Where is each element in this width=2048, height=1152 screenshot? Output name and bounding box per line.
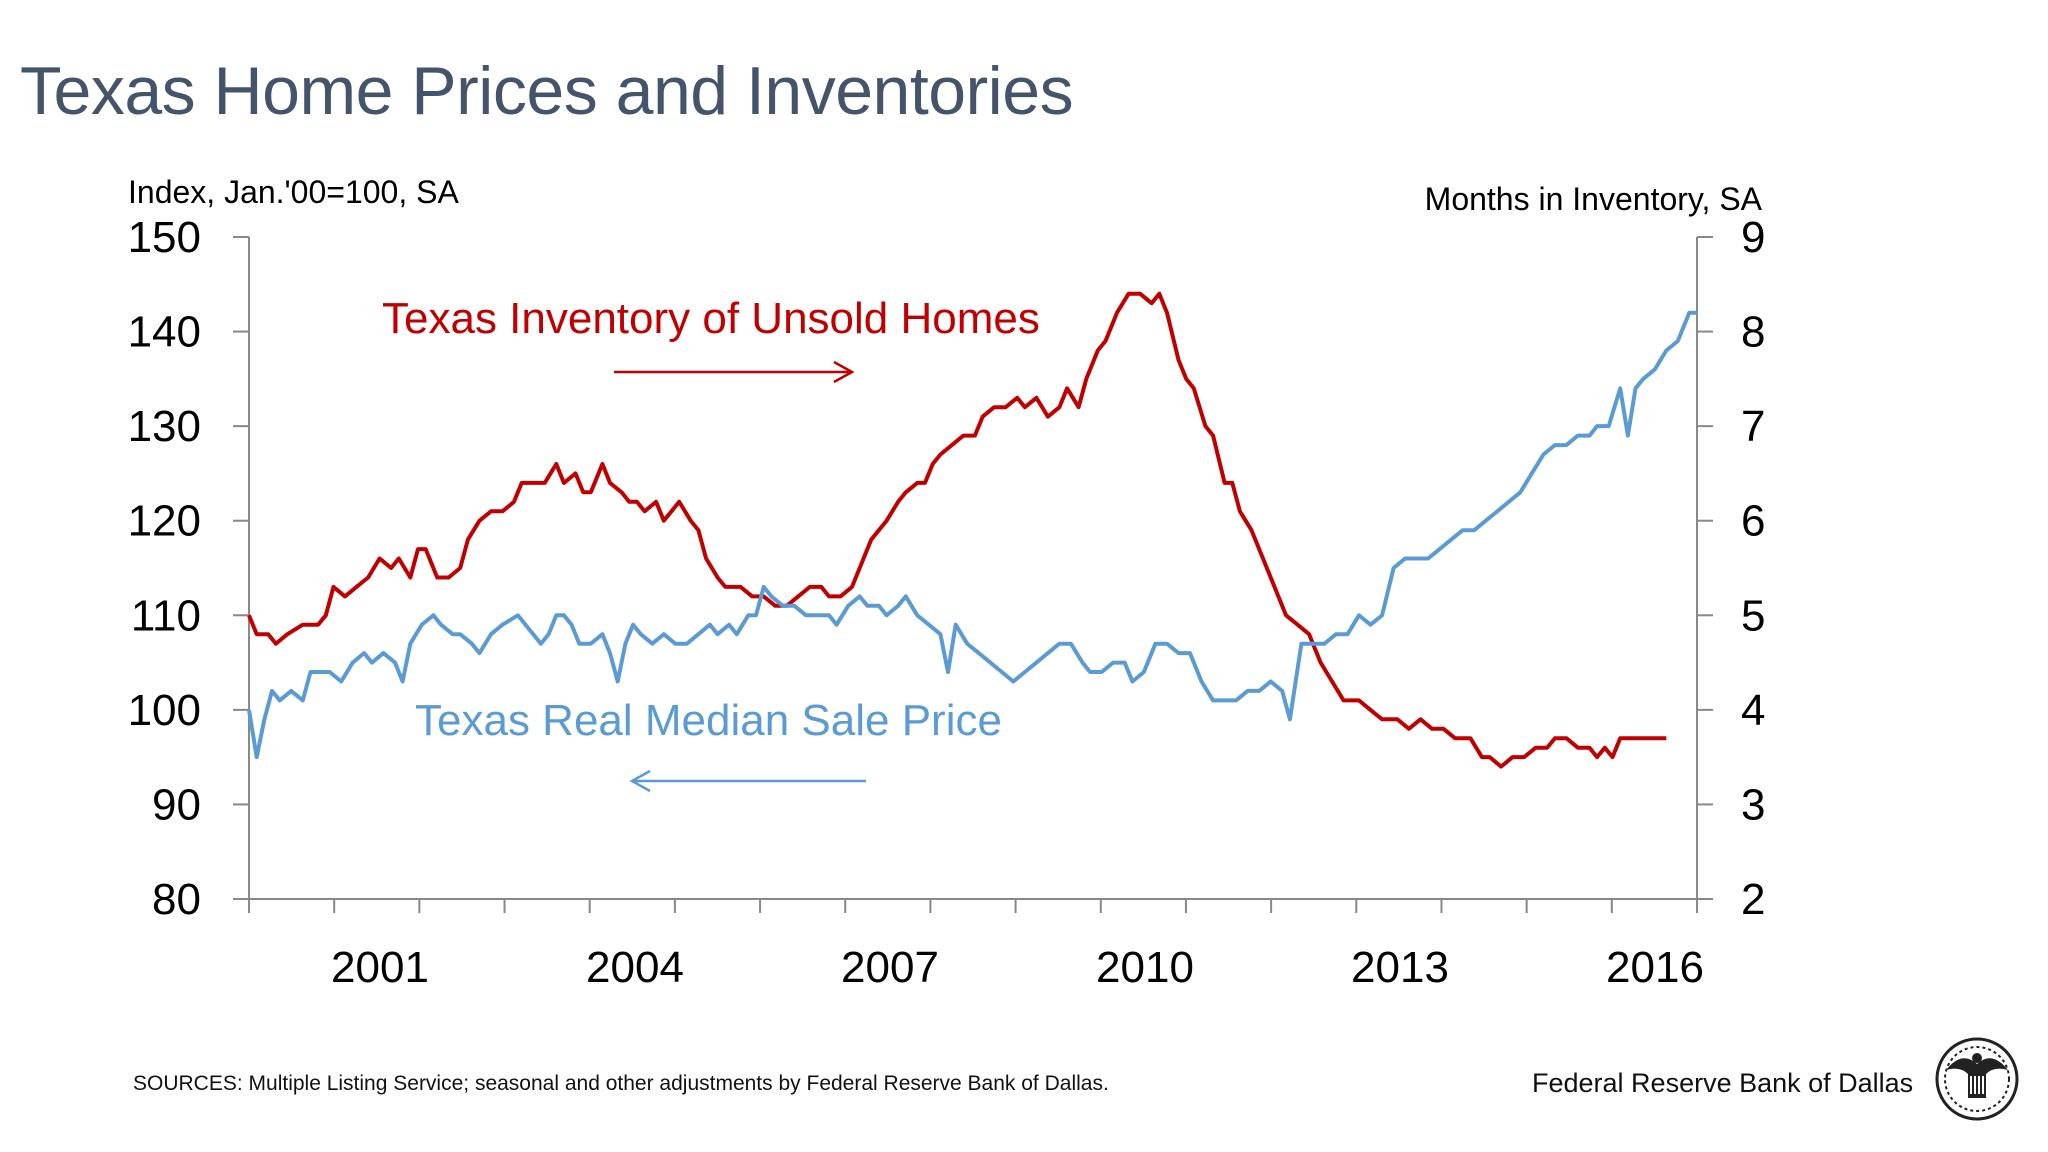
left-tick-label: 140 (128, 308, 201, 357)
x-tick-label: 2016 (1606, 943, 1704, 992)
right-tick-label: 8 (1741, 308, 1765, 357)
x-tick-label: 2010 (1096, 943, 1194, 992)
left-tick-label: 110 (131, 591, 201, 640)
inventory-series-line (247, 291, 1667, 769)
right-axis-title: Months in Inventory, SA (1425, 181, 1763, 217)
right-tick-label: 3 (1741, 780, 1765, 829)
inventory-series-label: Texas Inventory of Unsold Homes (382, 294, 1040, 343)
price-series-line (247, 310, 1697, 760)
left-tick-label: 130 (128, 402, 201, 451)
left-tick-label: 90 (152, 780, 201, 829)
right-tick-label: 2 (1741, 875, 1765, 924)
left-tick-label: 80 (152, 875, 201, 924)
page-title: Texas Home Prices and Inventories (20, 53, 1074, 129)
price-arrow-head (629, 769, 651, 793)
right-tick-label: 6 (1741, 497, 1765, 546)
left-tick-label: 120 (128, 497, 201, 546)
inventory-arrow-head (833, 360, 855, 384)
organization-name: Federal Reserve Bank of Dallas (1532, 1068, 1914, 1098)
federal-reserve-seal-icon (1935, 1037, 2019, 1121)
left-axis-title: Index, Jan.'00=100, SA (128, 174, 459, 210)
right-tick-label: 9 (1741, 213, 1765, 262)
sources-note: SOURCES: Multiple Listing Service; seaso… (133, 1072, 1109, 1095)
price-series-label: Texas Real Median Sale Price (415, 696, 1002, 745)
left-tick-label: 100 (128, 686, 201, 735)
x-tick-label: 2001 (331, 943, 429, 992)
right-tick-label: 4 (1741, 686, 1765, 735)
x-tick-label: 2004 (586, 943, 684, 992)
right-tick-label: 5 (1741, 591, 1765, 640)
right-tick-label: 7 (1741, 402, 1765, 451)
left-tick-label: 150 (128, 213, 201, 262)
x-tick-label: 2013 (1351, 943, 1449, 992)
x-tick-label: 2007 (841, 943, 939, 992)
